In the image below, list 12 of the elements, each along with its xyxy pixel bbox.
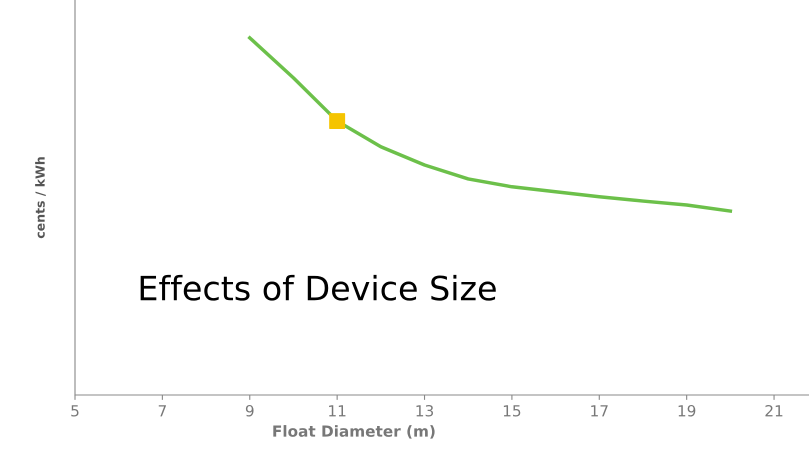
y-axis-title: cents / kWh [35, 157, 46, 238]
x-tick-label: 11 [329, 405, 346, 416]
x-tick-label: 15 [504, 405, 520, 417]
x-tick-label: 13 [416, 404, 434, 417]
x-tick-label: 5 [71, 405, 79, 417]
x-tick-label: 7 [158, 405, 166, 416]
annotation: Effects of Device Size [140, 274, 496, 301]
x-tick-label: 21 [765, 404, 782, 416]
x-tick-label: 9 [246, 404, 254, 417]
x-tick-label: 19 [678, 404, 696, 417]
x-axis-title: Float Diameter (m) [273, 425, 435, 439]
x-tick-label: 17 [591, 405, 608, 416]
